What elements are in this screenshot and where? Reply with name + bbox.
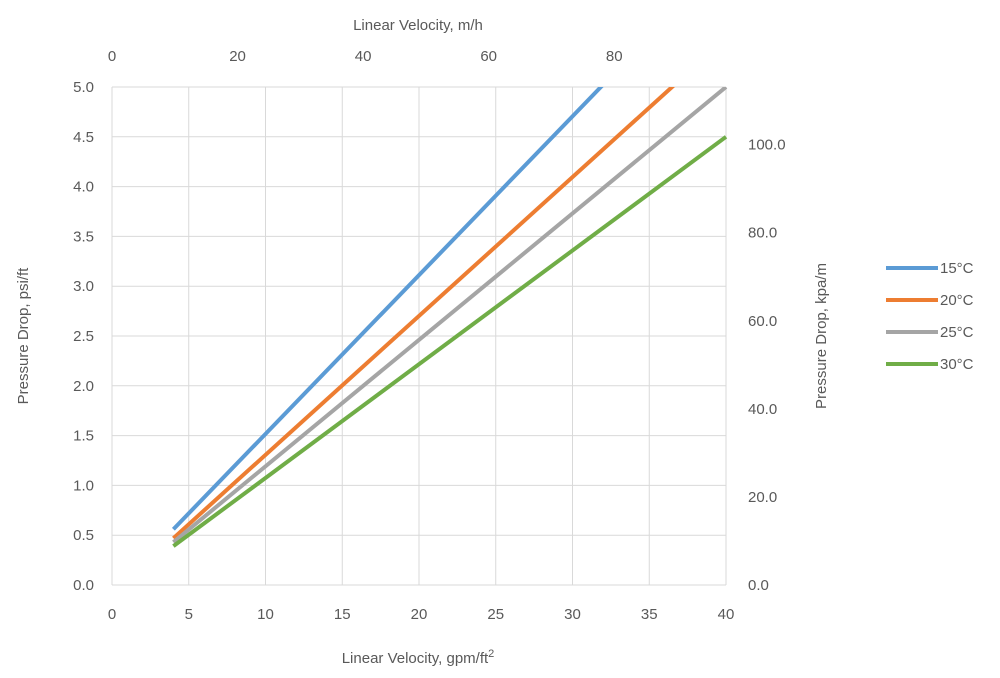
y-tick-label: 2.5 [73,328,94,345]
x2-axis-title: Linear Velocity, m/h [353,17,483,34]
y2-tick-label: 0.0 [748,577,769,594]
y-tick-label: 4.5 [73,129,94,146]
y2-axis-title: Pressure Drop, kpa/m [813,263,830,409]
x-tick-label: 30 [564,606,581,623]
legend-label-2: 25°C [940,324,974,341]
x2-tick-label: 20 [229,48,246,65]
y-tick-label: 5.0 [73,79,94,96]
x-tick-label: 0 [108,606,116,623]
y-axis-title: Pressure Drop, psi/ft [15,267,32,405]
x2-tick-label: 0 [108,48,116,65]
y-tick-label: 1.5 [73,428,94,445]
y-tick-label: 3.5 [73,228,94,245]
x2-tick-label: 80 [606,48,623,65]
series-line-3 [172,135,728,548]
series-line-0 [171,87,604,531]
x-tick-label: 10 [257,606,274,623]
y-tick-label: 4.0 [73,179,94,196]
series-lines [171,87,728,548]
y2-tick-label: 100.0 [748,137,786,154]
y2-tick-label: 80.0 [748,225,777,242]
y2-tick-label: 40.0 [748,401,777,418]
x-tick-label: 35 [641,606,658,623]
legend: 15°C 20°C 25°C 30°C [886,260,974,373]
x-tick-label: 5 [185,606,193,623]
x2-tick-label: 60 [480,48,497,65]
y-tick-label: 1.0 [73,477,94,494]
x-tick-label: 15 [334,606,351,623]
tick-labels: 0 5 10 15 20 25 30 35 40 0.0 0.5 1.0 1.5 2.0 2.5 3.0 3.5… [73,48,785,623]
x-tick-label: 20 [411,606,428,623]
y-tick-label: 0.5 [73,527,94,544]
y-tick-label: 3.0 [73,278,94,295]
x2-tick-label: 40 [355,48,372,65]
x-tick-label: 25 [487,606,504,623]
x-tick-label: 40 [718,606,735,623]
legend-label-3: 30°C [940,356,974,373]
y2-tick-label: 60.0 [748,313,777,330]
legend-label-1: 20°C [940,292,974,309]
y2-tick-label: 20.0 [748,489,777,506]
y-tick-label: 0.0 [73,577,94,594]
series-line-1 [172,87,676,540]
legend-label-0: 15°C [940,260,974,277]
y-tick-label: 2.0 [73,378,94,395]
series-line-2 [172,87,728,544]
x-axis-title: Linear Velocity, gpm/ft2 [342,648,495,667]
